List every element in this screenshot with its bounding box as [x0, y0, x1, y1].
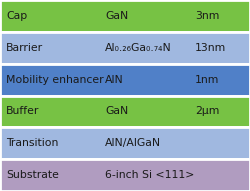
Text: 6-inch Si <111>: 6-inch Si <111>: [105, 170, 194, 180]
Text: Buffer: Buffer: [6, 106, 40, 117]
Bar: [0, 159, 250, 191]
Bar: [0, 0, 250, 32]
Text: GaN: GaN: [105, 11, 128, 21]
Text: Mobility enhancer: Mobility enhancer: [6, 74, 104, 85]
Text: Al₀.₂₆Ga₀.₇₄N: Al₀.₂₆Ga₀.₇₄N: [105, 43, 172, 53]
Text: GaN: GaN: [105, 106, 128, 117]
Text: Barrier: Barrier: [6, 43, 44, 53]
Bar: [0, 32, 250, 64]
Text: Cap: Cap: [6, 11, 27, 21]
Bar: [0, 127, 250, 159]
Text: 13nm: 13nm: [195, 43, 226, 53]
Text: 3nm: 3nm: [195, 11, 220, 21]
Text: 1nm: 1nm: [195, 74, 220, 85]
Bar: [0, 96, 250, 127]
Text: 2μm: 2μm: [195, 106, 220, 117]
Text: AlN: AlN: [105, 74, 124, 85]
Text: Substrate: Substrate: [6, 170, 59, 180]
Text: AlN/AlGaN: AlN/AlGaN: [105, 138, 161, 148]
Text: Transition: Transition: [6, 138, 59, 148]
Bar: [0, 64, 250, 96]
